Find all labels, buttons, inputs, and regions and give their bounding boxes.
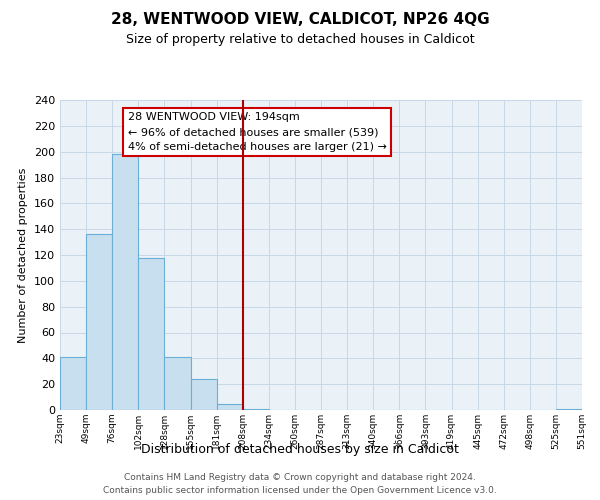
Text: Distribution of detached houses by size in Caldicot: Distribution of detached houses by size … — [141, 442, 459, 456]
Bar — [139, 258, 164, 410]
Text: 28, WENTWOOD VIEW, CALDICOT, NP26 4QG: 28, WENTWOOD VIEW, CALDICOT, NP26 4QG — [110, 12, 490, 28]
Bar — [556, 408, 582, 410]
Bar — [112, 154, 139, 410]
Bar — [86, 234, 112, 410]
Bar — [243, 408, 269, 410]
Bar — [164, 357, 191, 410]
Bar — [217, 404, 243, 410]
Text: Size of property relative to detached houses in Caldicot: Size of property relative to detached ho… — [125, 32, 475, 46]
Text: Contains HM Land Registry data © Crown copyright and database right 2024.: Contains HM Land Registry data © Crown c… — [124, 472, 476, 482]
Y-axis label: Number of detached properties: Number of detached properties — [19, 168, 28, 342]
Text: Contains public sector information licensed under the Open Government Licence v3: Contains public sector information licen… — [103, 486, 497, 495]
Bar — [191, 379, 217, 410]
Text: 28 WENTWOOD VIEW: 194sqm
← 96% of detached houses are smaller (539)
4% of semi-d: 28 WENTWOOD VIEW: 194sqm ← 96% of detach… — [128, 112, 387, 152]
Bar — [60, 357, 86, 410]
